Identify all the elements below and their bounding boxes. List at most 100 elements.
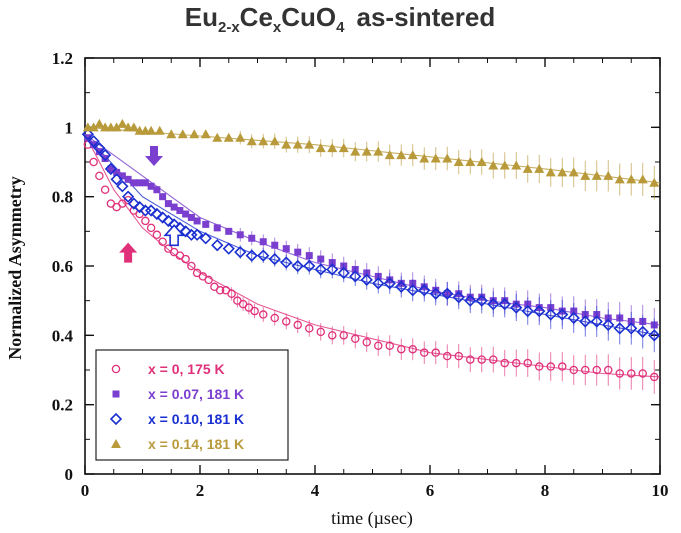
data-point-series-0 — [569, 365, 579, 375]
data-point-series-1 — [236, 231, 244, 239]
data-point-series-2 — [452, 291, 465, 304]
x-axis-label: time (µsec) — [331, 508, 413, 529]
data-point-series-3 — [522, 163, 533, 173]
data-point-series-2 — [162, 214, 175, 228]
data-point-series-0 — [89, 157, 98, 167]
fit-line-series-0 — [84, 134, 661, 378]
data-point-series-2 — [544, 308, 557, 321]
data-point-series-3 — [177, 129, 188, 139]
data-point-series-0 — [146, 223, 156, 233]
data-point-series-3 — [327, 143, 338, 153]
data-point-series-1 — [90, 141, 98, 149]
data-point-series-0 — [604, 365, 613, 375]
data-point-series-1 — [248, 234, 256, 242]
data-point-series-1 — [170, 203, 178, 211]
data-point-series-1 — [124, 175, 132, 183]
data-point-series-0 — [362, 338, 371, 347]
data-point-series-3 — [649, 177, 660, 187]
legend-box — [95, 349, 289, 461]
data-point-series-1 — [141, 179, 149, 187]
data-point-series-0 — [215, 286, 225, 295]
legend: x = 0, 175 K x = 0.07, 181 K x = 0.10, 181… — [95, 349, 289, 461]
data-point-series-0 — [488, 355, 498, 364]
data-point-series-3 — [476, 157, 487, 166]
data-point-series-0 — [431, 348, 440, 357]
data-point-series-0 — [293, 320, 302, 330]
data-point-series-2 — [441, 287, 454, 300]
data-point-series-0 — [535, 362, 544, 371]
data-point-series-0 — [270, 313, 279, 323]
data-point-series-3 — [361, 146, 372, 156]
legend-marker-series-2 — [109, 412, 123, 426]
data-point-series-3 — [603, 170, 614, 180]
data-point-series-0 — [204, 275, 213, 285]
data-point-series-0 — [500, 358, 509, 368]
data-point-series-3 — [430, 153, 441, 163]
data-point-series-0 — [281, 317, 291, 326]
data-point-series-1 — [136, 179, 144, 187]
data-point-series-1 — [225, 227, 233, 235]
data-point-series-2 — [567, 311, 580, 325]
data-point-series-2 — [418, 284, 431, 297]
data-point-series-3 — [154, 125, 165, 135]
y-tick-label: 1.2 — [52, 49, 73, 68]
data-point-series-3 — [146, 125, 157, 135]
data-point-series-2 — [199, 232, 212, 245]
data-point-series-1 — [147, 182, 155, 190]
data-point-series-2 — [144, 204, 158, 217]
data-point-series-2 — [636, 325, 649, 338]
data-point-series-3 — [304, 139, 315, 149]
data-point-series-2 — [372, 277, 385, 290]
data-point-series-3 — [292, 139, 303, 149]
data-point-series-1 — [107, 165, 115, 173]
data-point-series-2 — [234, 246, 247, 259]
data-point-series-2 — [314, 263, 327, 276]
data-point-series-2 — [303, 259, 316, 273]
data-point-series-2 — [326, 263, 339, 276]
data-point-series-1 — [153, 186, 161, 194]
data-points — [81, 118, 661, 394]
data-point-series-3 — [88, 122, 99, 132]
data-point-series-2 — [211, 239, 224, 252]
data-point-series-3 — [111, 122, 122, 132]
data-point-series-0 — [592, 365, 602, 375]
data-point-series-0 — [181, 254, 190, 264]
data-point-series-1 — [305, 252, 313, 260]
x-tick-label: 4 — [311, 481, 320, 500]
data-point-series-3 — [315, 143, 326, 153]
legend-marker-series-3 — [111, 439, 121, 448]
data-point-series-2 — [406, 284, 419, 297]
data-point-series-2 — [337, 266, 350, 280]
axis-ticks: 0 2 4 6 8 10 0 0.2 0.4 0.6 0.8 1 1.2 — [52, 49, 669, 500]
data-point-series-1 — [193, 217, 201, 225]
data-point-series-2 — [150, 207, 164, 221]
data-point-series-0 — [385, 341, 394, 350]
data-point-series-2 — [110, 173, 123, 186]
data-point-series-3 — [200, 129, 211, 139]
data-point-series-3 — [94, 118, 105, 128]
data-point-series-3 — [396, 150, 407, 160]
data-point-series-2 — [245, 249, 258, 262]
data-point-series-0 — [638, 369, 648, 378]
data-point-series-3 — [235, 132, 246, 142]
data-point-series-1 — [95, 148, 103, 156]
y-tick-label: 0 — [65, 465, 74, 484]
data-point-series-0 — [316, 327, 325, 337]
data-point-series-2 — [87, 135, 100, 148]
data-point-series-3 — [591, 170, 602, 180]
data-point-series-3 — [568, 167, 579, 177]
data-point-series-2 — [268, 252, 281, 266]
data-point-series-3 — [189, 129, 200, 139]
x-tick-label: 10 — [652, 481, 669, 500]
data-point-series-1 — [213, 224, 221, 232]
data-point-series-3 — [499, 160, 510, 170]
data-point-series-3 — [442, 153, 453, 163]
data-point-series-2 — [222, 242, 235, 255]
legend-label-series-1: x = 0.07, 181 K — [148, 386, 244, 402]
data-point-series-0 — [454, 351, 463, 361]
data-point-series-0 — [227, 289, 236, 298]
data-point-series-2 — [360, 273, 373, 286]
data-point-series-3 — [534, 163, 545, 173]
data-point-series-1 — [118, 172, 126, 180]
data-point-series-3 — [419, 153, 430, 163]
